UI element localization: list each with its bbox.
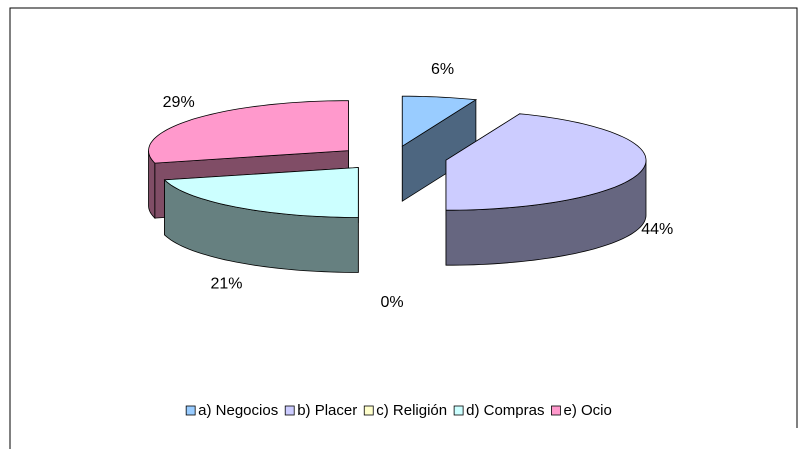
- data-label: 0%: [380, 294, 403, 311]
- legend-swatch: [551, 405, 561, 416]
- legend-label: e) Ocio: [563, 402, 611, 419]
- slice-top: [148, 100, 349, 164]
- legend-swatch: [185, 405, 196, 416]
- legend-swatch: [284, 405, 295, 416]
- slice-top: [401, 95, 478, 147]
- legend-label: c) Religión: [376, 402, 447, 419]
- data-label: 21%: [210, 275, 242, 292]
- data-label: 29%: [163, 94, 195, 111]
- data-label: 6%: [431, 61, 454, 78]
- legend: a) Negocios b) Placer c) Religión d) Compra…: [185, 402, 612, 419]
- data-label: 44%: [641, 221, 673, 238]
- legend-label: b) Placer: [297, 402, 357, 419]
- legend-swatch: [363, 405, 374, 416]
- slice-top: [163, 167, 359, 218]
- legend-swatch: [453, 405, 464, 416]
- chart-frame: [9, 7, 798, 449]
- slice: [445, 113, 647, 266]
- slice-top: [445, 113, 647, 211]
- legend-label: a) Negocios: [198, 402, 278, 419]
- slice: [401, 95, 478, 202]
- slice: [163, 167, 359, 273]
- legend-label: d) Compras: [466, 402, 544, 419]
